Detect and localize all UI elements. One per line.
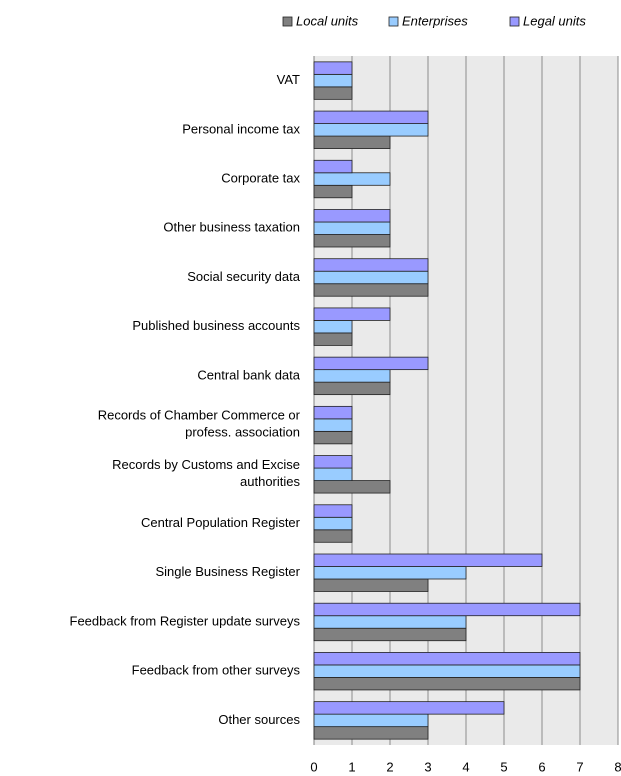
bar [313, 283, 429, 297]
x-tick-label: 8 [614, 759, 621, 774]
bar [313, 516, 353, 531]
bar [313, 504, 353, 518]
bar [313, 184, 353, 199]
bar [313, 480, 391, 494]
bar [313, 332, 353, 346]
bar [313, 713, 429, 728]
y-tick-label: Feedback from Register update surveys [70, 613, 301, 628]
bar [313, 418, 353, 432]
bar [313, 86, 353, 100]
y-tick-label: Other business taxation [163, 220, 300, 235]
y-tick-label: Feedback from other surveys [132, 663, 301, 678]
bar [313, 320, 353, 334]
bar [313, 553, 543, 567]
bar [313, 270, 429, 285]
legend-label: Legal units [523, 13, 586, 28]
y-tick-label: Other sources [218, 712, 300, 727]
y-tick-label: Records by Customs and Excise authorities [112, 457, 300, 489]
bar [313, 209, 391, 223]
bar [313, 123, 429, 137]
bar [313, 159, 353, 174]
bar [313, 467, 353, 481]
legend-label: Enterprises [402, 13, 468, 28]
bar [313, 110, 429, 124]
x-tick-label: 7 [576, 759, 583, 774]
y-tick-label: Personal income tax [182, 121, 300, 136]
x-tick-label: 2 [386, 759, 393, 774]
bar [313, 701, 505, 715]
bar [313, 677, 581, 691]
bar [313, 652, 581, 666]
bar [313, 627, 467, 642]
bar [313, 135, 391, 149]
y-tick-label: Central Population Register [141, 515, 301, 530]
y-tick-label: Social security data [187, 269, 300, 284]
x-tick-label: 0 [310, 759, 317, 774]
x-tick-label: 3 [424, 759, 431, 774]
legend-swatch [282, 16, 293, 27]
legend-label: Local units [296, 13, 359, 28]
bar [313, 234, 391, 248]
bar [313, 664, 581, 678]
y-tick-label: VAT [277, 72, 300, 87]
bar [313, 578, 429, 592]
bar [313, 172, 391, 186]
bar [313, 602, 581, 617]
bar [313, 258, 429, 272]
bar [313, 726, 429, 740]
bar [313, 369, 391, 383]
bar [313, 356, 429, 371]
y-tick-label: Published business accounts [132, 318, 300, 333]
bar [313, 566, 467, 580]
bar [313, 381, 391, 396]
bar [313, 615, 467, 629]
legend-swatch [509, 16, 520, 27]
y-tick-label: Single Business Register [155, 564, 300, 579]
bar [313, 455, 353, 469]
legend-swatch [388, 16, 399, 27]
bar [313, 221, 391, 235]
x-tick-label: 4 [462, 759, 469, 774]
bar [313, 430, 353, 445]
x-tick-label: 1 [348, 759, 355, 774]
x-tick-label: 5 [500, 759, 507, 774]
bar [313, 61, 353, 75]
bar [313, 307, 391, 321]
y-tick-label: Records of Chamber Commerce or profess. a… [98, 408, 301, 440]
bar [313, 529, 353, 543]
bar [313, 405, 353, 420]
x-tick-label: 6 [538, 759, 545, 774]
y-tick-label: Corporate tax [221, 170, 300, 185]
bar [313, 73, 353, 88]
y-tick-label: Central bank data [197, 367, 300, 382]
